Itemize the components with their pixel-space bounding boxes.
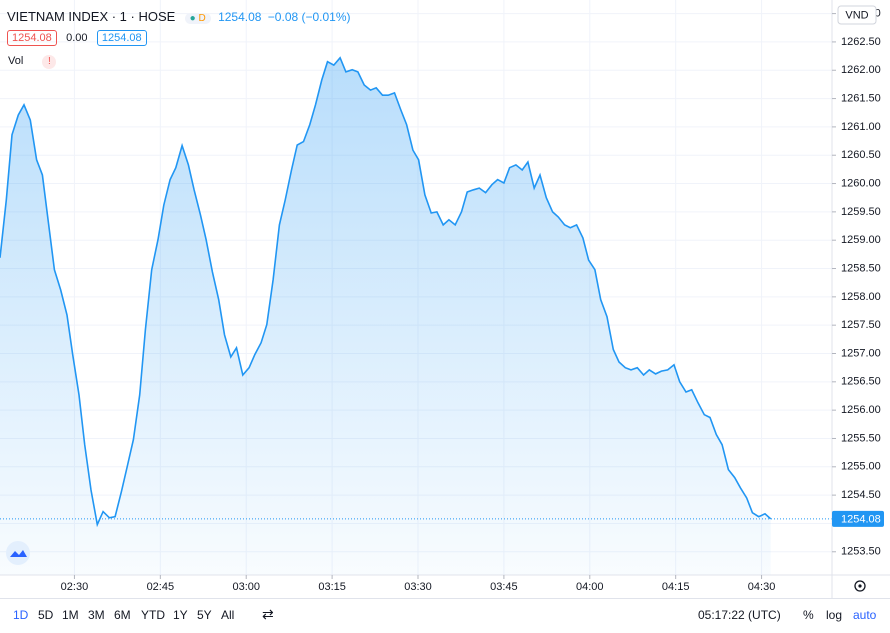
x-tick-label: 02:45	[147, 581, 175, 593]
logo	[6, 541, 30, 565]
range-button[interactable]: 5D	[38, 608, 54, 622]
y-tick-label: 1257.50	[841, 319, 881, 331]
range-button[interactable]: 6M	[114, 608, 131, 622]
y-tick-label: 1255.50	[841, 432, 881, 444]
status: D	[198, 13, 206, 24]
last-price-box	[832, 510, 884, 527]
x-tick-label: 03:30	[404, 581, 432, 593]
y-tick-label: 1258.00	[841, 291, 881, 303]
x-tick-label: 04:30	[748, 581, 776, 593]
y-tick-label: 1261.50	[841, 92, 881, 104]
y-tick-label: 1259.50	[841, 206, 881, 218]
change: −0.08 (−0.01%)	[267, 10, 351, 24]
x-tick-label: 02:30	[61, 581, 89, 593]
settings-icon[interactable]	[854, 580, 866, 592]
bottom-toolbar: 1D 5D 1M 3M 6M YTD 1Y 5Y All ⇄ 05:17:22 (UTC) % …	[0, 598, 890, 633]
ask[interactable]: 1254.08	[96, 30, 147, 46]
last-price-label: 1254.08	[841, 513, 881, 525]
y-tick-label: 1262.50	[841, 36, 881, 48]
date-range-icon[interactable]: ⇄	[262, 606, 274, 622]
currency-label: VND	[845, 9, 868, 21]
y-tick-label: 1253.50	[841, 546, 881, 558]
x-tick-label: 04:00	[576, 581, 604, 593]
y-tick-label: 1260.00	[841, 177, 881, 189]
range-button[interactable]: 3M	[88, 608, 105, 622]
range-button[interactable]: All	[221, 608, 235, 622]
range-button[interactable]: 1M	[62, 608, 79, 622]
y-tick-label: 1254.50	[841, 489, 881, 501]
y-tick-label: 1259.00	[841, 234, 881, 246]
x-tick-label: 03:00	[232, 581, 260, 593]
y-tick-label: 1255.00	[841, 461, 881, 473]
x-tick-label: 03:45	[490, 581, 518, 593]
volume-row: Vol !	[8, 55, 57, 69]
symbol: VIETNAM INDEX · 1 · HOSE	[7, 9, 176, 24]
y-tick-label: 1256.00	[841, 404, 881, 416]
y-tick-label: 1261.00	[841, 121, 881, 133]
bid[interactable]: 1254.08	[7, 30, 57, 46]
x-tick-label: 03:15	[318, 581, 346, 593]
spread: 0.00	[66, 32, 88, 44]
area-fill	[0, 57, 771, 576]
legend: VIETNAM INDEX · 1 · HOSE ● D 1254.08 −0.…	[7, 9, 351, 24]
y-tick-label: 1260.50	[841, 149, 881, 161]
percent-toggle[interactable]: %	[803, 608, 814, 622]
clock: 05:17:22 (UTC)	[698, 608, 781, 622]
range-button[interactable]: 1Y	[173, 608, 188, 622]
status-badge[interactable]: ● D	[184, 13, 211, 24]
currency-badge[interactable]	[837, 5, 877, 25]
range-button[interactable]: 5Y	[197, 608, 212, 622]
price: 1254.08	[218, 10, 262, 24]
volume-warning[interactable]: !	[42, 55, 57, 69]
y-tick-label: 1258.50	[841, 262, 881, 274]
y-tick-label: 1262.00	[841, 64, 881, 76]
price-line	[0, 56, 772, 528]
range-button[interactable]: YTD	[141, 608, 165, 622]
quote-row: 1254.08 0.00 1254.08	[7, 30, 147, 46]
volume-label: Vol	[8, 55, 24, 67]
y-tick-label: 1256.50	[841, 376, 881, 388]
auto-toggle[interactable]: auto	[853, 608, 877, 622]
log-toggle[interactable]: log	[826, 608, 843, 622]
range-button[interactable]: 1D	[13, 608, 29, 622]
y-tick-label: 1257.00	[841, 347, 881, 359]
x-tick-label: 04:15	[662, 581, 690, 593]
